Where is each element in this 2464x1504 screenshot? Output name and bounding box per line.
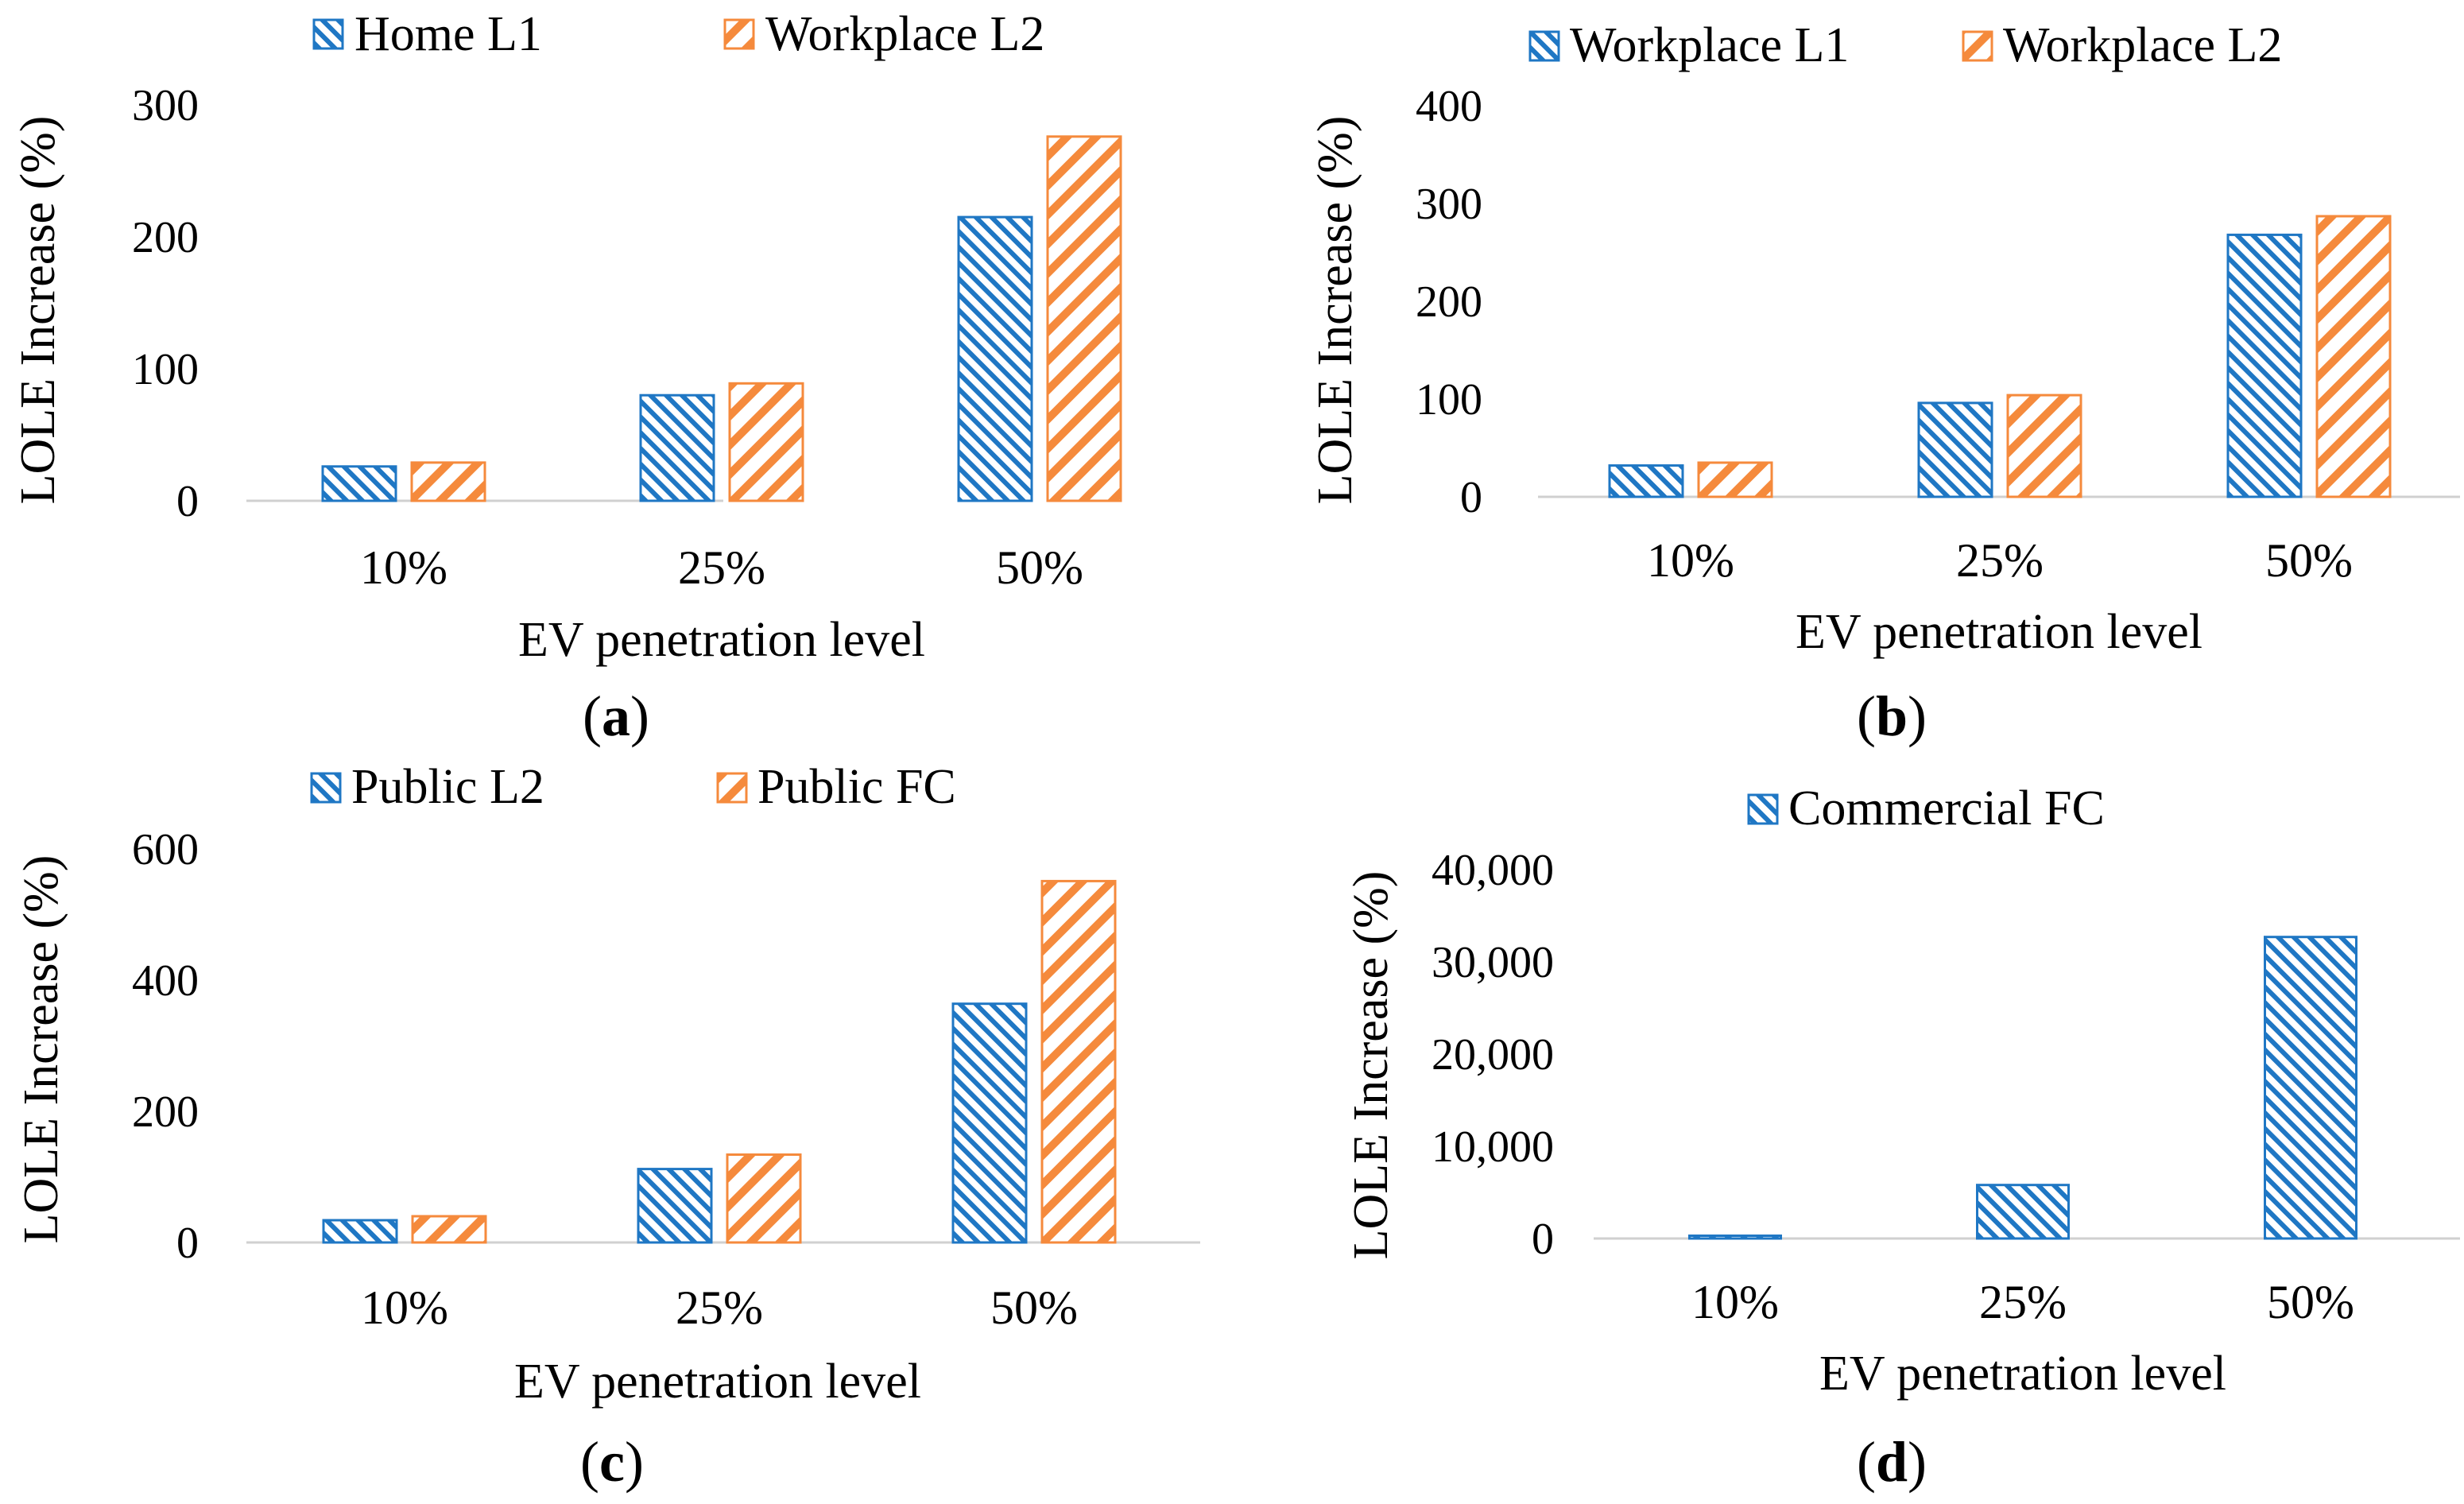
panel-a-bar-s1-25pct [728, 382, 804, 502]
panel-b-bar-s1-50pct [2315, 215, 2392, 498]
panel-a-ylabel: LOLE Increase (%) [11, 116, 65, 505]
panel-a-legend: Home L1 Workplace L2 [312, 7, 1044, 61]
panel-d-bar-s0-50pct [2264, 936, 2357, 1240]
panel-a-legend-swatch-0 [312, 18, 344, 50]
panel-b-legend-swatch-1 [1962, 30, 1993, 62]
panel-c-bar-s1-50pct [1040, 879, 1117, 1244]
panel-a-xtick-1: 25% [678, 541, 765, 594]
panel-a-xtick-2: 50% [996, 541, 1083, 594]
panel-c-ytick-1: 200 [132, 1087, 199, 1137]
panel-b-caption: (b) [1857, 684, 1927, 748]
panel-b: Workplace L1 Workplace L2 0 100 200 300 … [1308, 18, 2460, 748]
panel-d-ytick-2: 20,000 [1432, 1030, 1554, 1080]
panel-d-bar-s0-25pct [1976, 1184, 2070, 1240]
panel-c-bar-s0-25pct [637, 1168, 713, 1244]
panel-a-legend-label-1: Workplace L2 [765, 7, 1044, 61]
panel-a-bar-s0-50pct [957, 215, 1033, 502]
panel-c-legend-label-1: Public FC [757, 760, 956, 814]
panel-b-xlabel: EV penetration level [1796, 605, 2202, 659]
panel-b-legend: Workplace L1 Workplace L2 [1528, 18, 2282, 72]
panel-b-caption-letter: b [1876, 684, 1908, 748]
panel-c-xlabel: EV penetration level [514, 1355, 921, 1409]
panel-b-ytick-2: 200 [1416, 277, 1482, 327]
panel-a-xlabel: EV penetration level [518, 613, 925, 667]
panel-c: Public L2 Public FC 0 200 400 600 10% 25… [14, 760, 1200, 1494]
panel-c-legend: Public L2 Public FC [310, 760, 956, 814]
panel-c-bar-s1-25pct [726, 1153, 802, 1244]
panel-d-xlabel: EV penetration level [1819, 1347, 2226, 1401]
panel-b-bar-s1-25pct [2006, 393, 2082, 498]
panel-a-ytick-2: 200 [132, 213, 199, 262]
panel-b-xtick-0: 10% [1647, 534, 1734, 587]
panel-d-ytick-4: 40,000 [1432, 846, 1554, 895]
panel-a-ytick-3: 300 [132, 81, 199, 130]
panel-c-bar-s1-10pct [411, 1215, 487, 1244]
panel-b-bar-s1-10pct [1697, 461, 1773, 498]
panel-a-caption: (a) [583, 684, 649, 748]
panel-a: Home L1 Workplace L2 0 100 200 300 10% 2… [11, 7, 1122, 748]
panel-d: Commercial FC 0 10,000 20,000 30,000 40,… [1344, 781, 2460, 1494]
panel-c-ytick-3: 600 [132, 825, 199, 874]
panel-c-xtick-2: 50% [990, 1281, 1078, 1334]
panel-c-bar-s0-10pct [322, 1219, 398, 1244]
panel-b-bar-s0-10pct [1608, 464, 1684, 498]
panel-c-caption-letter: c [599, 1430, 625, 1494]
panel-c-ytick-0: 0 [176, 1219, 199, 1268]
panel-a-bar-s1-50pct [1046, 135, 1122, 502]
panel-c-xtick-0: 10% [361, 1281, 448, 1334]
panel-c-legend-label-0: Public L2 [351, 760, 544, 814]
panel-c-legend-swatch-1 [716, 772, 748, 804]
panel-a-legend-swatch-1 [723, 18, 755, 50]
panel-d-legend: Commercial FC [1747, 781, 2105, 835]
panel-c-bars [322, 879, 1117, 1244]
panel-b-ytick-1: 100 [1416, 375, 1482, 424]
panel-d-bars [1688, 936, 2357, 1240]
panel-b-xtick-1: 25% [1956, 534, 2044, 587]
panel-c-ytick-2: 400 [132, 956, 199, 1006]
panel-b-ylabel: LOLE Increase (%) [1308, 116, 1362, 505]
panel-a-bar-s0-25pct [639, 393, 715, 502]
panel-c-bar-s0-50pct [951, 1002, 1028, 1244]
panel-a-bar-s0-10pct [321, 465, 397, 502]
panel-b-bars [1608, 215, 2392, 498]
panel-d-ytick-3: 30,000 [1432, 938, 1554, 987]
panel-a-xtick-0: 10% [360, 541, 447, 594]
panel-a-ytick-0: 0 [176, 477, 199, 526]
panel-b-legend-swatch-0 [1528, 30, 1560, 62]
panel-c-ylabel: LOLE Increase (%) [14, 855, 68, 1244]
panel-b-xtick-2: 50% [2265, 534, 2353, 587]
panel-d-ylabel: LOLE Increase (%) [1344, 871, 1398, 1260]
panel-a-legend-label-0: Home L1 [354, 7, 542, 61]
panel-d-ytick-0: 0 [1532, 1215, 1554, 1264]
panel-d-bar-s0-10pct [1688, 1235, 1782, 1240]
panel-a-bars [321, 135, 1122, 502]
panel-d-xtick-1: 25% [1979, 1276, 2067, 1328]
panel-c-xtick-1: 25% [676, 1281, 763, 1334]
panel-b-ytick-3: 300 [1416, 180, 1482, 229]
panel-b-bar-s0-25pct [1917, 401, 1993, 498]
panel-a-ytick-1: 100 [132, 345, 199, 394]
panel-a-caption-letter: a [602, 684, 630, 748]
panel-c-caption: (c) [580, 1430, 644, 1494]
panel-d-xtick-0: 10% [1691, 1276, 1779, 1328]
panel-d-caption-letter: d [1876, 1430, 1908, 1494]
panel-b-ytick-4: 400 [1416, 82, 1482, 131]
panel-d-ytick-1: 10,000 [1432, 1122, 1554, 1172]
panel-d-caption: (d) [1857, 1430, 1927, 1494]
panel-d-legend-label-0: Commercial FC [1788, 781, 2105, 835]
panel-b-legend-label-0: Workplace L1 [1570, 18, 1849, 72]
panel-d-xtick-2: 50% [2267, 1276, 2354, 1328]
panel-d-legend-swatch-0 [1747, 793, 1779, 825]
panel-c-legend-swatch-0 [310, 772, 342, 804]
panel-b-legend-label-1: Workplace L2 [2003, 18, 2282, 72]
panel-b-bar-s0-50pct [2226, 233, 2303, 498]
panel-b-ytick-0: 0 [1460, 473, 1482, 522]
panel-a-bar-s1-10pct [410, 461, 486, 502]
